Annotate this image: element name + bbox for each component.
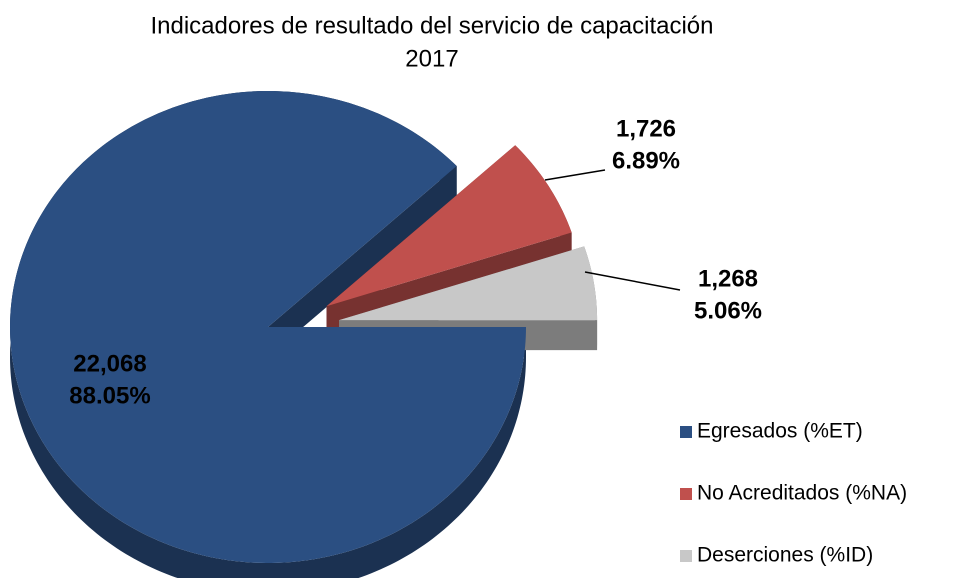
slice <box>326 145 572 307</box>
chart-title: Indicadores de resultado del servicio de… <box>150 12 713 39</box>
legend-label: Deserciones (%ID) <box>697 544 873 567</box>
legend-label: No Acreditados (%NA) <box>697 482 907 505</box>
leader-line <box>544 169 606 181</box>
slice-edge <box>268 166 457 357</box>
percent-label: 6.89% <box>612 147 680 174</box>
labels: 22,068 88.05% Egresados (%ET) 1,726 6.89% No … <box>69 115 907 566</box>
legend-swatch <box>680 550 692 562</box>
legend-swatch <box>680 426 692 438</box>
percent-label: 88.05% <box>69 382 150 409</box>
value-label: 22,068 <box>73 350 146 377</box>
percent-label: 5.06% <box>694 297 762 324</box>
value-label: 1,268 <box>698 265 758 292</box>
slice <box>339 246 598 321</box>
slice <box>10 91 527 563</box>
legend-swatch <box>680 488 692 500</box>
value-label: 1,726 <box>616 115 676 142</box>
pie-tops <box>10 91 598 563</box>
legend-label: Egresados (%ET) <box>697 420 863 443</box>
chart-subtitle: 2017 <box>405 45 458 72</box>
leader-line <box>584 271 681 291</box>
